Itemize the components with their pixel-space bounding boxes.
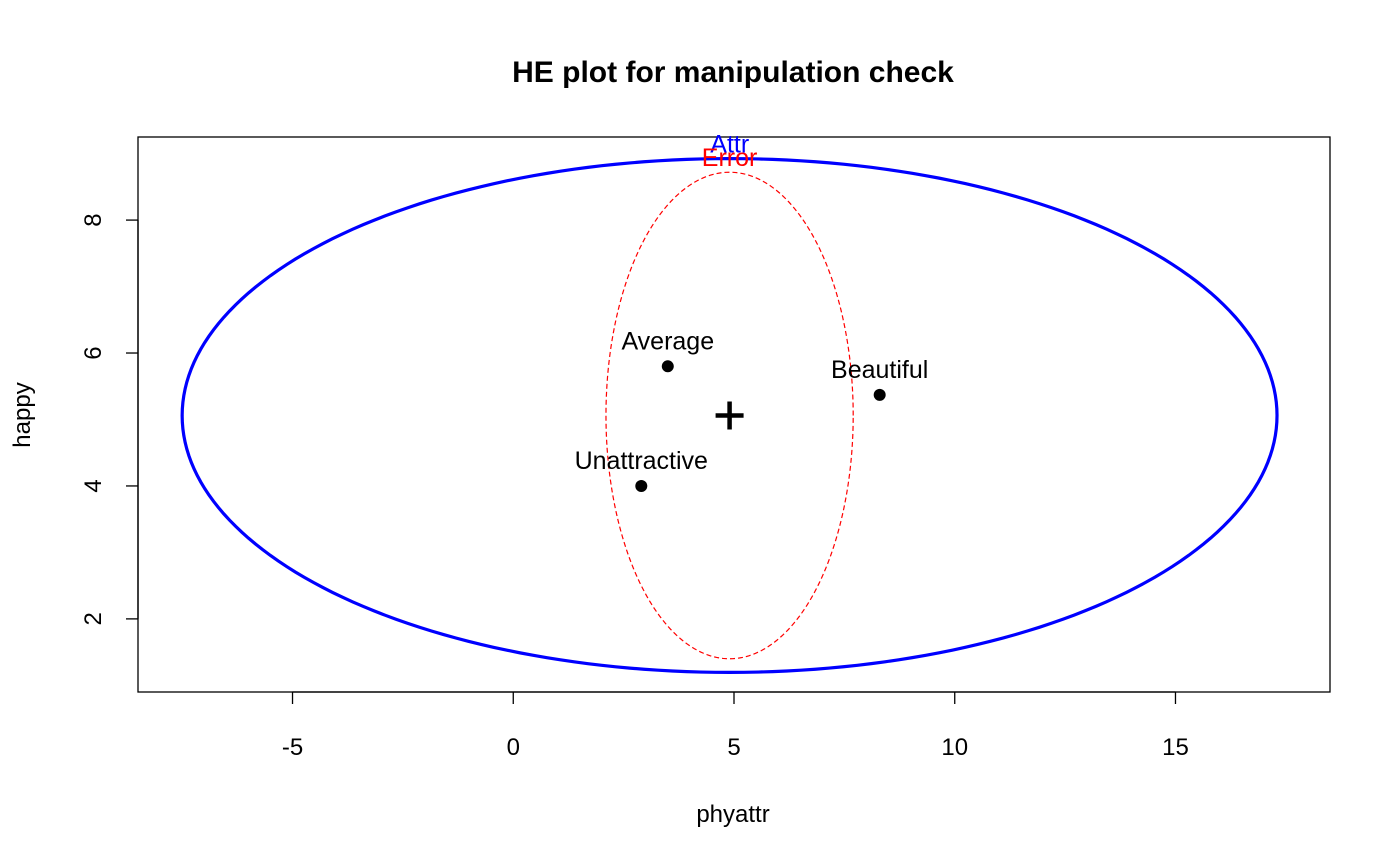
point-average	[661, 360, 674, 373]
y-tick-label: 2	[80, 612, 107, 625]
x-axis-title: phyattr	[696, 801, 769, 828]
y-tick-label: 4	[80, 479, 107, 492]
x-tick-label: 0	[507, 734, 520, 761]
point-label-average: Average	[621, 327, 714, 355]
y-tick-label: 8	[80, 213, 107, 226]
grand-mean-marker	[715, 401, 744, 430]
point-unattractive	[635, 479, 648, 492]
x-tick-label: 10	[941, 734, 968, 761]
x-axis: -5 0 5 10 15	[282, 691, 1189, 761]
y-axis-title: happy	[9, 382, 36, 447]
point-label-beautiful: Beautiful	[831, 356, 928, 384]
x-tick-label: 5	[727, 734, 740, 761]
x-tick-label: -5	[282, 734, 303, 761]
points-layer: Average Beautiful Unattractive	[575, 327, 928, 492]
chart-title: HE plot for manipulation check	[512, 56, 954, 89]
point-beautiful	[873, 388, 886, 401]
x-tick-label: 15	[1162, 734, 1189, 761]
ellipse-label-error: Error	[702, 144, 758, 172]
y-tick-label: 6	[80, 346, 107, 359]
point-label-unattractive: Unattractive	[575, 447, 708, 475]
ellipse-label-attr: Attr	[710, 131, 749, 159]
ellipse-attr	[180, 156, 1279, 674]
y-axis: 2 4 6 8	[80, 213, 139, 626]
